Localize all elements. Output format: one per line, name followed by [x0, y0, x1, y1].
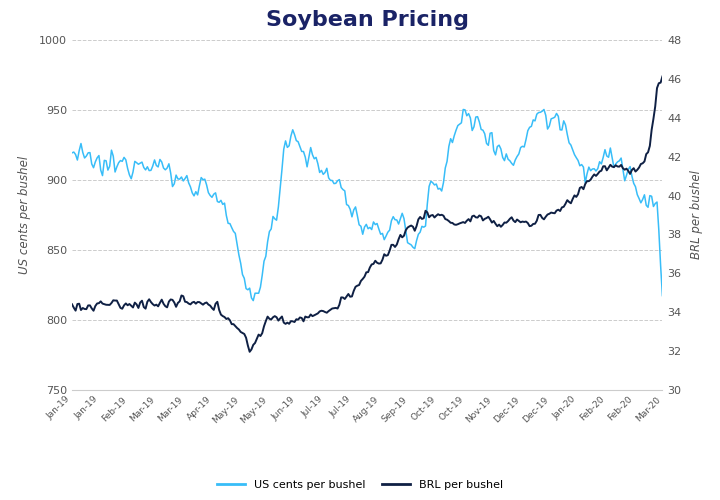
Title: Soybean Pricing: Soybean Pricing	[266, 10, 469, 30]
Y-axis label: BRL per bushel: BRL per bushel	[690, 170, 703, 260]
Y-axis label: US cents per bushel: US cents per bushel	[18, 156, 31, 274]
Legend: US cents per bushel, BRL per bushel: US cents per bushel, BRL per bushel	[212, 476, 508, 494]
